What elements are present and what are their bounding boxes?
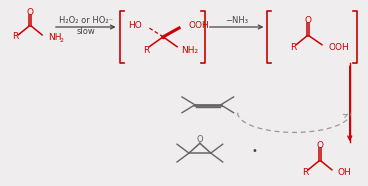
Text: O: O: [26, 8, 33, 17]
Text: R: R: [143, 46, 149, 55]
Text: OOH: OOH: [189, 20, 210, 30]
Text: slow: slow: [77, 27, 95, 36]
Text: NH₂: NH₂: [181, 46, 198, 55]
Text: R: R: [290, 43, 296, 52]
Text: H₂O₂ or HO₂⁻: H₂O₂ or HO₂⁻: [59, 16, 113, 25]
Text: O: O: [305, 16, 312, 25]
Text: R: R: [302, 168, 308, 177]
Text: O: O: [316, 141, 323, 150]
Text: •: •: [251, 146, 257, 156]
Text: 2: 2: [60, 38, 64, 43]
Text: OH: OH: [338, 168, 351, 177]
Text: −NH₃: −NH₃: [225, 16, 248, 25]
Text: HO: HO: [128, 20, 142, 30]
Text: NH: NH: [48, 33, 61, 42]
Text: R: R: [12, 32, 18, 41]
Text: O: O: [197, 135, 203, 144]
Text: OOH: OOH: [329, 43, 350, 52]
